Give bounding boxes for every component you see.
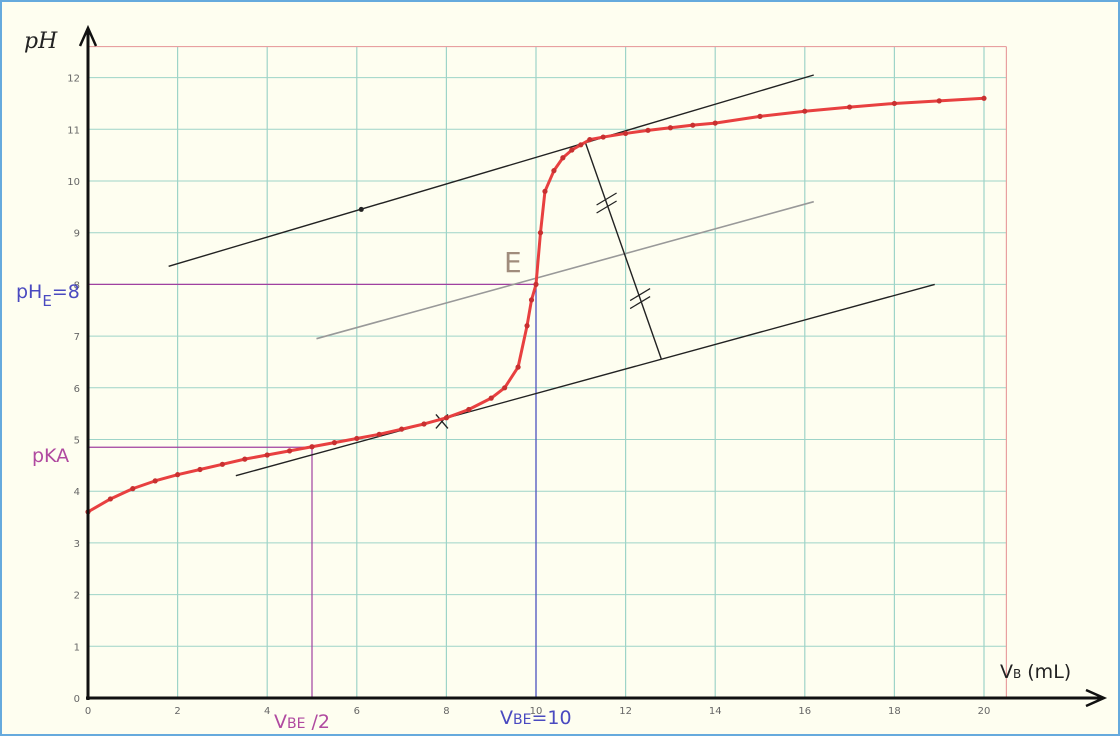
equal-length-mark (629, 296, 651, 310)
data-point (152, 478, 158, 484)
tangent-lines (168, 74, 935, 477)
x-tick-label: 8 (443, 706, 449, 717)
data-point (466, 406, 472, 413)
data-point (551, 168, 557, 174)
median-parallel-line (316, 200, 814, 340)
phe-annotation: pHE=8 (16, 281, 80, 310)
equal-length-mark (596, 200, 617, 214)
data-point (578, 142, 584, 148)
y-tick-label: 5 (74, 436, 80, 447)
data-point (331, 440, 337, 446)
data-point (757, 113, 763, 119)
data-point (847, 104, 853, 110)
perpendicular-segment (584, 141, 663, 360)
data-point (528, 297, 535, 303)
y-tick-label: 6 (74, 384, 80, 395)
data-point (242, 456, 248, 462)
x-tick-label: 2 (174, 706, 180, 717)
y-axis-arrow (78, 24, 98, 47)
data-point (936, 98, 942, 104)
data-point (600, 134, 606, 140)
equivalence-point-label: E (504, 246, 522, 279)
x-axis-arrow (1085, 688, 1108, 708)
y-tick-label: 1 (74, 642, 80, 653)
y-tick-label: 11 (67, 125, 80, 136)
y-tick-label: 8 (74, 280, 80, 291)
pka-annotation: pKA (32, 445, 69, 467)
data-point (107, 496, 113, 502)
data-point (981, 95, 987, 101)
y-axis-label: pH (24, 29, 58, 54)
y-tick-label: 12 (67, 74, 80, 85)
data-point (537, 230, 544, 236)
data-point (587, 137, 593, 143)
data-point (443, 415, 449, 421)
equivalence-volume-annotation: VBE=10 (500, 707, 572, 729)
data-point (264, 452, 270, 458)
x-tick-label: 6 (354, 706, 360, 717)
data-point (399, 426, 405, 432)
data-point (891, 100, 898, 107)
data-point (712, 120, 718, 126)
grid (87, 45, 1008, 699)
data-point (354, 435, 360, 442)
data-point (524, 323, 530, 329)
data-point (130, 486, 136, 492)
x-tick-label: 14 (709, 706, 722, 717)
tangent-line (168, 74, 814, 267)
x-tick-label: 16 (798, 706, 811, 717)
equal-length-mark (629, 288, 651, 302)
data-point (219, 461, 225, 467)
y-tick-label: 3 (74, 539, 80, 550)
equal-length-mark (596, 192, 617, 206)
y-tick-label: 7 (74, 332, 80, 343)
x-tick-label: 20 (978, 706, 991, 717)
data-point (560, 155, 566, 161)
tangent-line (235, 283, 935, 477)
data-point (569, 147, 575, 153)
data-point (421, 421, 427, 427)
x-axis-label: VB (mL) (1000, 661, 1071, 683)
axes (78, 24, 1108, 708)
y-tick-label: 4 (74, 487, 80, 498)
reference-lines (88, 283, 537, 698)
x-tick-label: 0 (85, 706, 91, 717)
y-tick-label: 9 (74, 229, 80, 240)
data-point (533, 281, 539, 287)
data-point (175, 472, 181, 478)
data-point (690, 122, 696, 128)
x-tick-label: 18 (888, 706, 901, 717)
data-point (488, 395, 494, 401)
data-point (645, 127, 651, 133)
x-tick-label: 10 (530, 706, 543, 717)
data-point (197, 466, 203, 473)
data-point (376, 431, 382, 437)
data-point (515, 364, 521, 370)
data-point (667, 125, 674, 131)
data-point (287, 448, 293, 454)
half-volume-annotation: VBE /2 (274, 711, 330, 733)
data-point (502, 385, 508, 391)
x-tick-label: 4 (264, 706, 270, 717)
data-point (623, 130, 629, 137)
data-point (542, 188, 548, 194)
data-point (802, 108, 808, 114)
y-tick-label: 2 (74, 591, 80, 602)
tangency-point (358, 206, 364, 212)
data-point (309, 444, 315, 450)
x-tick-label: 12 (619, 706, 632, 717)
y-tick-label: 10 (67, 177, 80, 188)
y-tick-label: 0 (74, 694, 80, 705)
